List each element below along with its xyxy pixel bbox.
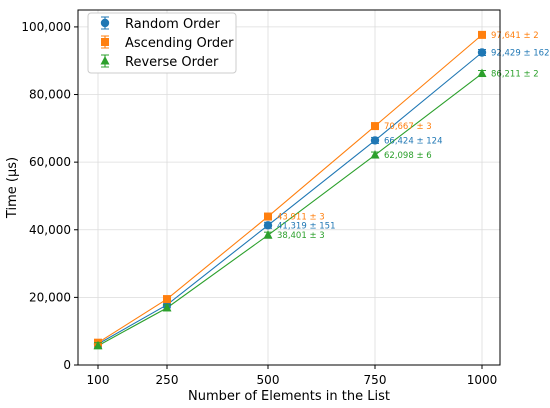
y-tick-label: 100,000 — [21, 20, 71, 34]
x-tick-label: 1000 — [467, 373, 498, 387]
data-point-2-3 — [370, 150, 380, 159]
y-tick-label: 40,000 — [29, 223, 71, 237]
data-label: 41,319 ± 151 — [277, 221, 336, 231]
y-tick-label: 80,000 — [29, 88, 71, 102]
data-label: 97,641 ± 2 — [491, 31, 539, 41]
legend-marker-0 — [100, 18, 110, 28]
data-point-2-2 — [263, 230, 273, 239]
data-point-1-2 — [264, 212, 272, 221]
legend-box — [87, 12, 237, 74]
legend-marker-2 — [100, 56, 110, 65]
data-label: 92,429 ± 162 — [491, 49, 550, 59]
data-label: 43,911 ± 3 — [277, 213, 325, 223]
series-lines — [97, 34, 483, 347]
data-point-1-3 — [371, 122, 379, 131]
data-point-1-4 — [478, 30, 486, 39]
data-label: 66,424 ± 124 — [384, 136, 443, 146]
legend-marker-1 — [101, 38, 109, 46]
legend: Random Order Ascending Order Reverse Order — [87, 12, 237, 74]
series-line-2 — [97, 73, 483, 347]
data-label: 38,401 ± 3 — [277, 231, 325, 241]
x-axis-ticks: 100 250 500 750 1000 — [87, 365, 498, 387]
y-tick-label: 0 — [63, 358, 71, 372]
y-tick-label: 20,000 — [29, 290, 71, 304]
x-tick-label: 750 — [364, 373, 387, 387]
data-point-2-0 — [93, 340, 103, 350]
data-label: 86,211 ± 2 — [491, 70, 539, 80]
data-point-2-1 — [162, 302, 172, 312]
data-point-0-2 — [263, 221, 273, 230]
series-line-1 — [97, 34, 483, 344]
data-point-1-1 — [163, 295, 171, 304]
x-tick-label: 250 — [156, 373, 179, 387]
series-markers — [93, 30, 487, 350]
data-labels: 41,319 ± 151 66,424 ± 124 92,429 ± 162 43,9… — [277, 31, 550, 241]
legend-label-2: Reverse Order — [125, 55, 219, 70]
legend-label-1: Ascending Order — [125, 36, 234, 51]
data-point-2-4 — [477, 68, 487, 78]
data-label: 70,667 ± 3 — [384, 122, 432, 132]
plot-frame — [77, 9, 501, 366]
y-axis-ticks: 0 20,000 40,000 60,000 80,000 100,000 — [21, 20, 78, 372]
y-tick-label: 60,000 — [29, 155, 71, 169]
data-label: 62,098 ± 6 — [384, 151, 432, 161]
x-tick-label: 500 — [257, 373, 280, 387]
x-axis-title: Number of Elements in the List — [188, 389, 390, 404]
legend-label-0: Random Order — [125, 17, 221, 32]
y-axis-title: Time (μs) — [5, 157, 20, 219]
data-point-0-4 — [477, 48, 487, 57]
x-tick-label: 100 — [87, 373, 110, 387]
data-point-0-3 — [370, 136, 380, 145]
